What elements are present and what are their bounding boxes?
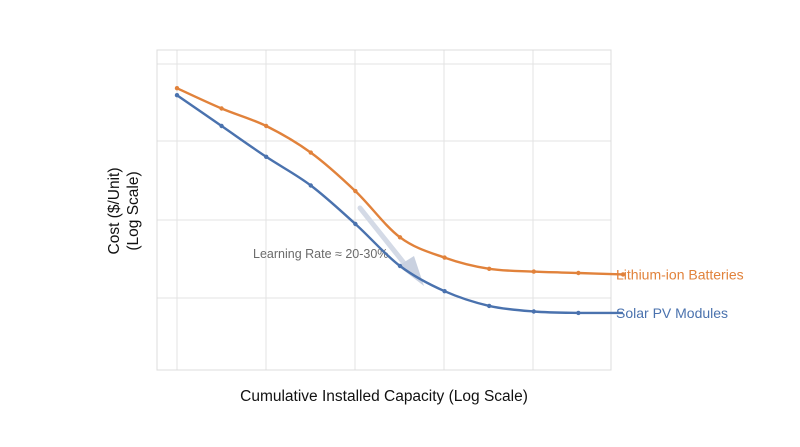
data-point-lithium-ion-batteries: [531, 269, 536, 274]
y-axis-title-line-1: Cost ($/Unit): [106, 168, 123, 255]
data-point-solar-pv-modules: [576, 310, 581, 316]
data-point-solar-pv-modules: [353, 221, 358, 227]
data-point-solar-pv-modules: [442, 289, 447, 294]
data-point-lithium-ion-batteries: [174, 86, 180, 91]
grid: [157, 50, 611, 370]
x-axis-title: Cumulative Installed Capacity (Log Scale…: [240, 388, 528, 405]
series-label-solar-pv-modules: Solar PV Modules: [616, 305, 728, 321]
data-point-lithium-ion-batteries: [620, 272, 626, 277]
arrow-shaft: [357, 205, 411, 271]
data-point-solar-pv-modules: [487, 303, 492, 309]
data-point-solar-pv-modules: [397, 263, 403, 269]
series-label-lithium-ion-batteries: Lithium-ion Batteries: [616, 266, 744, 282]
data-point-lithium-ion-batteries: [264, 123, 269, 129]
plot-frame: [156, 49, 612, 371]
data-point-lithium-ion-batteries: [219, 106, 224, 111]
data-point-solar-pv-modules: [531, 309, 536, 314]
data-point-solar-pv-modules: [219, 123, 224, 129]
data-point-solar-pv-modules: [264, 154, 269, 159]
y-axis-title-line-2: (Log Scale): [125, 171, 142, 250]
series-layer: Lithium-ion Batteries Solar PV Modules: [174, 86, 744, 321]
series-line-lithium-ion-batteries: [176, 87, 624, 276]
series-line-solar-pv-modules: [176, 94, 624, 315]
data-point-solar-pv-modules: [174, 93, 180, 98]
data-point-solar-pv-modules: [308, 183, 313, 188]
learning-rate-label: Learning Rate ≈ 20-30%: [253, 247, 388, 261]
data-point-lithium-ion-batteries: [576, 270, 581, 276]
data-point-lithium-ion-batteries: [442, 255, 447, 260]
data-point-lithium-ion-batteries: [397, 235, 403, 240]
data-point-lithium-ion-batteries: [308, 150, 313, 155]
data-point-lithium-ion-batteries: [487, 266, 492, 271]
data-point-lithium-ion-batteries: [353, 188, 358, 194]
y-axis-title: Cost ($/Unit) (Log Scale): [106, 168, 142, 255]
